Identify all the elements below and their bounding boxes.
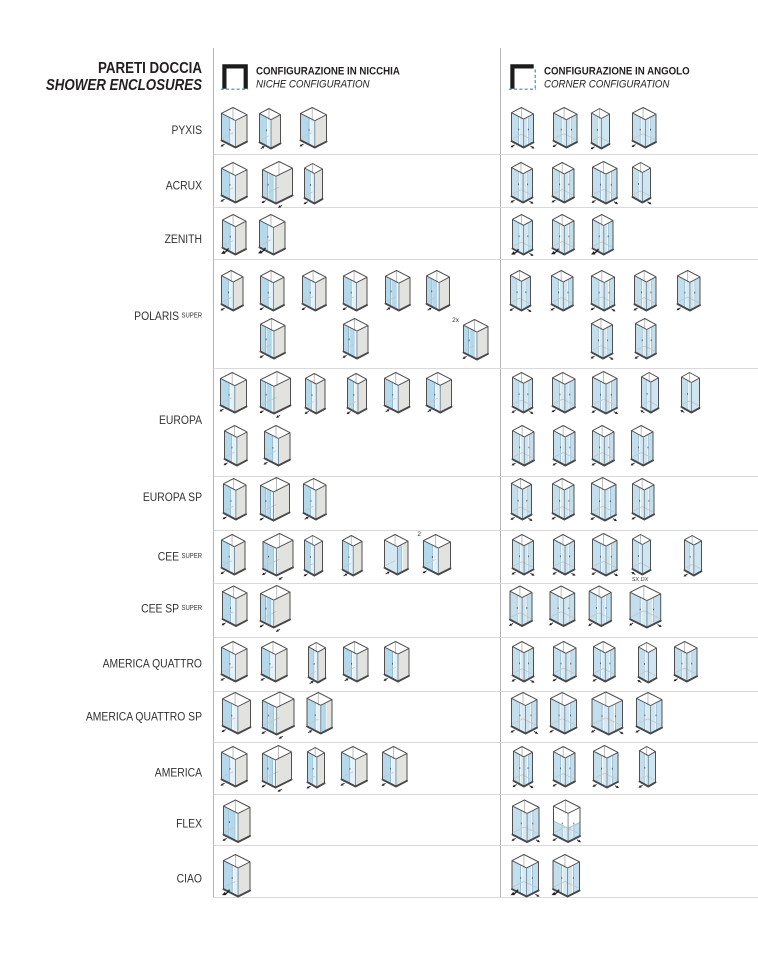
svg-text:NICHE CONFIGURATION: NICHE CONFIGURATION [256, 78, 370, 91]
svg-text:POLARIS: POLARIS [134, 310, 179, 323]
svg-text:2x: 2x [452, 317, 460, 324]
svg-text:CONFIGURAZIONE IN NICCHIA: CONFIGURAZIONE IN NICCHIA [256, 65, 400, 78]
svg-text:ACRUX: ACRUX [166, 180, 203, 193]
svg-text:EUROPA SP: EUROPA SP [143, 491, 202, 504]
svg-text:SUPER: SUPER [182, 553, 203, 561]
svg-text:AMERICA QUATTRO SP: AMERICA QUATTRO SP [86, 711, 202, 724]
svg-text:PYXIS: PYXIS [171, 124, 202, 137]
svg-text:PARETI DOCCIA: PARETI DOCCIA [98, 60, 203, 77]
svg-text:CORNER CONFIGURATION: CORNER CONFIGURATION [544, 78, 670, 91]
svg-text:SHOWER ENCLOSURES: SHOWER ENCLOSURES [46, 77, 202, 94]
svg-text:CEE: CEE [158, 551, 180, 564]
svg-text:SUPER: SUPER [182, 605, 203, 613]
svg-text:CIAO: CIAO [177, 873, 203, 886]
svg-text:CONFIGURAZIONE IN ANGOLO: CONFIGURAZIONE IN ANGOLO [544, 65, 690, 78]
svg-text:SUPER: SUPER [182, 312, 203, 320]
svg-text:ZENITH: ZENITH [165, 233, 202, 246]
svg-text:CEE SP: CEE SP [141, 603, 179, 616]
svg-text:SX DX: SX DX [632, 577, 649, 583]
svg-text:2: 2 [417, 531, 421, 538]
svg-text:FLEX: FLEX [176, 818, 202, 831]
svg-text:EUROPA: EUROPA [159, 414, 202, 427]
svg-text:AMERICA QUATTRO: AMERICA QUATTRO [103, 658, 203, 671]
svg-text:AMERICA: AMERICA [155, 767, 203, 780]
